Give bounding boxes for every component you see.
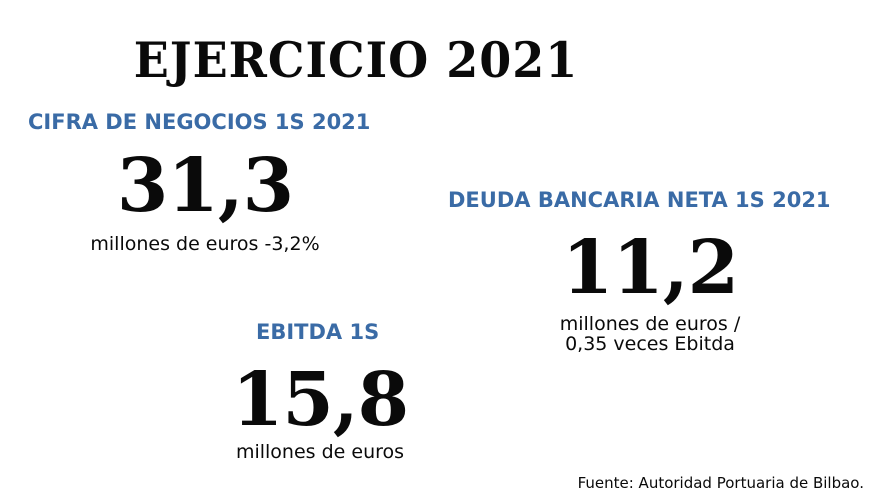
ebitda-label: EBITDA 1S	[256, 320, 380, 344]
source-note: Fuente: Autoridad Portuaria de Bilbao.	[577, 474, 864, 492]
cifra-negocios-value: 31,3	[116, 143, 294, 229]
ebitda-unit: millones de euros	[235, 441, 405, 463]
cifra-negocios-label: CIFRA DE NEGOCIOS 1S 2021	[28, 110, 371, 134]
deuda-bancaria-label: DEUDA BANCARIA NETA 1S 2021	[448, 188, 831, 212]
deuda-bancaria-value: 11,2	[561, 225, 739, 311]
deuda-bancaria-unit-line2: 0,35 veces Ebitda	[565, 333, 735, 355]
deuda-bancaria-unit-line1: millones de euros /	[559, 313, 741, 335]
ebitda-value: 15,8	[231, 357, 409, 443]
page-title: EJERCICIO 2021	[133, 31, 579, 89]
cifra-negocios-unit: millones de euros -3,2%	[90, 233, 320, 255]
